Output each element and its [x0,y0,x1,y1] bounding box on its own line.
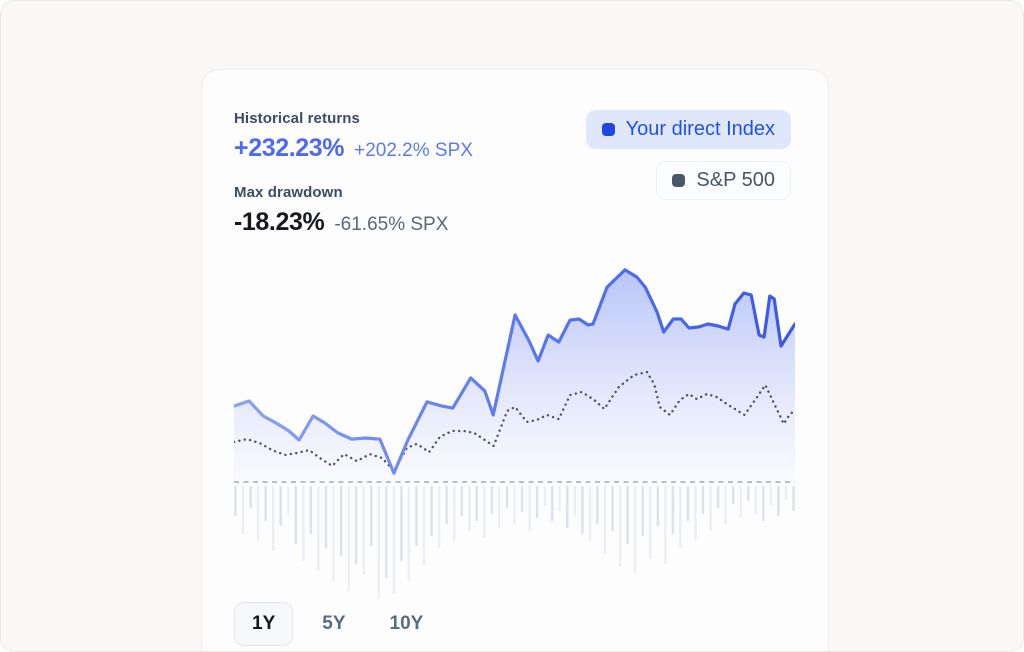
range-button-1y[interactable]: 1Y [234,602,294,646]
historical-returns-row: +232.23% +202.2% SPX [234,134,473,163]
direct-index-line [234,268,795,475]
historical-returns-value: +232.23% [234,134,345,162]
drawdown-bars [234,486,795,598]
max-drawdown-benchmark: -61.65% SPX [334,214,449,235]
stats-block: Historical returns +232.23% +202.2% SPX … [234,110,473,258]
legend-direct-index-label: Your direct Index [625,118,775,140]
sp500-line [234,370,795,473]
sp500-swatch-icon [672,174,686,187]
chart-canvas[interactable] [234,261,795,601]
returns-chart[interactable] [234,261,795,601]
performance-card: Historical returns +232.23% +202.2% SPX … [201,69,829,651]
historical-returns-label: Historical returns [234,110,361,127]
max-drawdown-label: Max drawdown [234,184,343,201]
legend-item-sp500[interactable]: S&P 500 [656,161,791,200]
max-drawdown-value: -18.23% [234,208,325,236]
legend-item-direct-index[interactable]: Your direct Index [585,110,791,149]
legend-sp500-label: S&P 500 [696,169,775,191]
max-drawdown-row: -18.23% -61.65% SPX [234,208,473,237]
historical-returns-benchmark: +202.2% SPX [354,140,473,161]
chart-legend: Your direct Index S&P 500 [585,110,791,200]
time-range-switcher: 1Y 5Y 10Y [234,602,438,646]
range-button-10y[interactable]: 10Y [375,602,439,646]
range-button-5y[interactable]: 5Y [307,602,360,646]
direct-index-swatch-icon [601,123,615,136]
direct-index-area [234,269,795,482]
